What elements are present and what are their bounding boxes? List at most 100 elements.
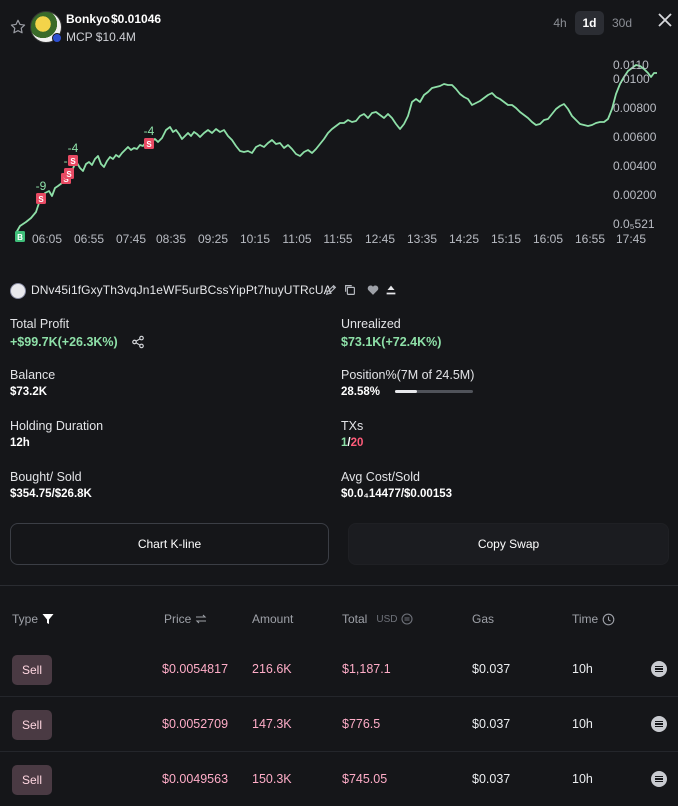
timeframe-1d[interactable]: 1d — [575, 11, 604, 35]
close-icon[interactable] — [656, 11, 674, 29]
price-cell: $0.0049563 — [162, 772, 229, 786]
column-type[interactable]: Type — [12, 612, 54, 626]
unrealized-label: Unrealized — [341, 317, 401, 331]
total-cell: $745.05 — [342, 772, 388, 786]
column-amount-label: Amount — [252, 612, 294, 626]
column-price[interactable]: Price — [164, 612, 207, 626]
table-row[interactable]: Sell $0.0052709 147.3K $776.5 $0.037 10h — [0, 697, 678, 752]
column-gas: Gas — [472, 612, 494, 626]
column-total-unit: USD — [376, 613, 398, 625]
column-time[interactable]: Time — [572, 612, 615, 626]
type-badge: Sell — [12, 655, 52, 685]
marker-letter: S — [146, 140, 152, 149]
timeframe-4h[interactable]: 4h — [553, 16, 567, 30]
row-menu-icon[interactable] — [651, 716, 667, 732]
price-cell: $0.0052709 — [162, 717, 229, 731]
wallet-avatar — [10, 283, 26, 299]
x-tick-label: 16:55 — [575, 232, 605, 246]
marker-letter: S — [66, 170, 72, 179]
position-value: 28.58% — [341, 386, 381, 398]
time-cell: 10h — [572, 772, 593, 786]
token-price: $0.01046 — [111, 12, 162, 26]
unrealized-value: $73.1K(+72.4K%) — [341, 335, 442, 349]
share-icon[interactable] — [131, 335, 145, 349]
marker-letter: S — [38, 195, 44, 204]
timeframe-30d[interactable]: 30d — [611, 16, 633, 30]
y-tick-label: 0.0₅521 — [613, 217, 655, 231]
x-tick-label: 07:45 — [116, 232, 146, 246]
buy-marker — [15, 231, 25, 242]
copy-swap-button[interactable]: Copy Swap — [348, 523, 669, 565]
gas-cell: $0.037 — [472, 772, 511, 786]
table-row[interactable]: Sell $0.0049563 150.3K $745.05 $0.037 10… — [0, 752, 678, 806]
avg-cost-label: Avg Cost/Sold — [341, 470, 420, 484]
price-line — [15, 64, 657, 234]
holding-duration-value: 12h — [10, 437, 30, 449]
x-tick-label: 13:35 — [407, 232, 437, 246]
amount-cell: 216.6K — [252, 662, 292, 676]
x-tick-label: 11:05 — [282, 232, 311, 246]
time-cell: 10h — [572, 662, 593, 676]
total-cell: $1,187.1 — [342, 662, 391, 676]
balance-label: Balance — [10, 368, 56, 382]
currency-toggle-icon[interactable] — [401, 613, 414, 625]
avg-cost-value: $0.0₄14477/$0.00153 — [341, 488, 453, 500]
column-total[interactable]: Total USD — [342, 612, 414, 626]
column-time-label: Time — [572, 612, 599, 626]
bought-sold-label: Bought/ Sold — [10, 470, 82, 484]
market-cap: MCP $10.4M — [66, 30, 136, 44]
total-cell: $776.5 — [342, 717, 381, 731]
x-tick-label: 16:05 — [533, 232, 563, 246]
row-menu-icon[interactable] — [651, 661, 667, 677]
balance-value: $73.2K — [10, 386, 48, 398]
marker-amount-label: -4 — [68, 141, 79, 155]
sell-marker — [144, 138, 154, 149]
x-tick-label: 15:15 — [491, 232, 521, 246]
copy-icon[interactable] — [343, 283, 357, 297]
x-tick-label: 14:25 — [449, 232, 479, 246]
column-total-label: Total — [342, 612, 368, 626]
time-cell: 10h — [572, 717, 593, 731]
x-tick-label: 10:15 — [240, 232, 270, 246]
y-tick-label: 0.0110 — [613, 58, 649, 72]
sell-marker — [64, 168, 74, 179]
wallet-address: DNv45i1fGxyTh3vqJn1eWF5urBCssYipPt7huyUT… — [31, 283, 332, 297]
amount-cell: 147.3K — [252, 717, 292, 731]
token-name: Bonkyo — [66, 12, 111, 26]
x-tick-label: 09:25 — [198, 232, 228, 246]
holding-duration-label: Holding Duration — [10, 419, 104, 433]
x-tick-label: 17:45 — [616, 232, 646, 246]
column-gas-label: Gas — [472, 612, 495, 626]
y-tick-label: 0.00200 — [613, 188, 657, 202]
x-tick-label: 08:35 — [156, 232, 186, 246]
type-badge: Sell — [12, 710, 52, 740]
chart-kline-button[interactable]: Chart K-line — [10, 523, 329, 565]
type-badge: Sell — [12, 765, 52, 795]
amount-cell: 150.3K — [252, 772, 292, 786]
gas-cell: $0.037 — [472, 717, 511, 731]
chain-badge-icon — [52, 33, 62, 43]
total-profit-value: +$99.7K(+26.3K%) — [10, 335, 118, 349]
column-type-label: Type — [12, 612, 39, 626]
bought-sold-value: $354.75/$26.8K — [10, 488, 92, 500]
filter-icon[interactable] — [42, 613, 54, 625]
heart-icon[interactable] — [366, 283, 380, 297]
x-tick-label: 11:55 — [323, 232, 352, 246]
marker-letter: S — [70, 157, 76, 166]
x-tick-label: 06:05 — [32, 232, 62, 246]
x-tick-label: 12:45 — [365, 232, 395, 246]
row-menu-icon[interactable] — [651, 771, 667, 787]
star-icon[interactable] — [9, 18, 27, 36]
share-up-icon[interactable] — [384, 283, 398, 297]
sell-marker — [68, 155, 78, 166]
position-label: Position%(7M of 24.5M) — [341, 368, 475, 382]
table-row[interactable]: Sell $0.0054817 216.6K $1,187.1 $0.037 1… — [0, 642, 678, 697]
y-tick-label: 0.00400 — [613, 159, 657, 173]
price-cell: $0.0054817 — [162, 662, 229, 676]
edit-icon[interactable] — [324, 283, 338, 297]
clock-icon[interactable] — [602, 613, 615, 626]
swap-arrows-icon[interactable] — [195, 613, 207, 625]
x-tick-label: 06:55 — [74, 232, 104, 246]
column-amount: Amount — [252, 612, 293, 626]
